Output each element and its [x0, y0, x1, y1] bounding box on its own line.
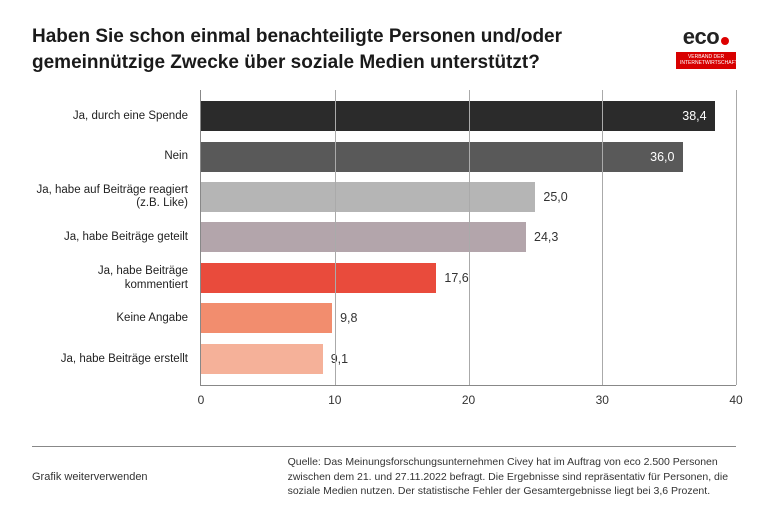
- grid-line: [335, 90, 336, 385]
- grid-line: [602, 90, 603, 385]
- x-tick-label: 40: [729, 393, 742, 407]
- x-tick-label: 20: [462, 393, 475, 407]
- source-text: Quelle: Das Meinungsforschungsunternehme…: [288, 455, 736, 498]
- bar: [201, 222, 526, 252]
- category-label: Ja, durch eine Spende: [32, 101, 194, 131]
- bar-chart: Ja, durch eine Spende Nein Ja, habe auf Be…: [32, 90, 736, 416]
- bar: [201, 263, 436, 293]
- category-label: Ja, habe auf Beiträge reagiert (z.B. Lik…: [32, 182, 194, 212]
- bar-value-label: 38,4: [682, 109, 706, 123]
- bar: [201, 182, 535, 212]
- category-label: Ja, habe Beiträge geteilt: [32, 223, 194, 253]
- category-label: Ja, habe Beiträge erstellt: [32, 345, 194, 375]
- footer-divider: [32, 446, 736, 447]
- grid-line: [469, 90, 470, 385]
- bar-value-label: 25,0: [543, 190, 567, 204]
- footer-row: Grafik weiterverwenden Quelle: Das Meinu…: [32, 455, 736, 498]
- x-tick-label: 0: [198, 393, 205, 407]
- bar-value-label: 24,3: [534, 230, 558, 244]
- bar-value-label: 36,0: [650, 150, 674, 164]
- chart-title: Haben Sie schon einmal benachteiligte Pe…: [32, 24, 632, 75]
- bar-value-label: 9,8: [340, 311, 357, 325]
- bar: [201, 142, 683, 172]
- grid-line: [736, 90, 737, 385]
- logo-text: eco: [683, 24, 719, 50]
- plot-area: 38,436,025,024,317,69,89,1 010203040: [200, 90, 736, 386]
- header: Haben Sie schon einmal benachteiligte Pe…: [32, 24, 736, 75]
- bar-value-label: 9,1: [331, 352, 348, 366]
- bar: [201, 344, 323, 374]
- bar: [201, 303, 332, 333]
- x-tick-label: 30: [596, 393, 609, 407]
- category-label: Ja, habe Beiträge kommentiert: [32, 264, 194, 294]
- footer: Grafik weiterverwenden Quelle: Das Meinu…: [32, 446, 736, 498]
- bar-value-label: 17,6: [444, 271, 468, 285]
- logo-dot-icon: [721, 37, 729, 45]
- logo-wordmark: eco: [683, 24, 729, 50]
- logo-tagline: VERBAND DER INTERNETWIRTSCHAFT: [676, 52, 736, 69]
- category-label: Keine Angabe: [32, 304, 194, 334]
- reuse-link[interactable]: Grafik weiterverwenden: [32, 471, 148, 483]
- x-tick-label: 10: [328, 393, 341, 407]
- eco-logo: eco VERBAND DER INTERNETWIRTSCHAFT: [676, 24, 736, 69]
- bar: [201, 101, 715, 131]
- page: Haben Sie schon einmal benachteiligte Pe…: [0, 0, 768, 512]
- category-label: Nein: [32, 142, 194, 172]
- category-labels: Ja, durch eine Spende Nein Ja, habe auf Be…: [32, 96, 194, 380]
